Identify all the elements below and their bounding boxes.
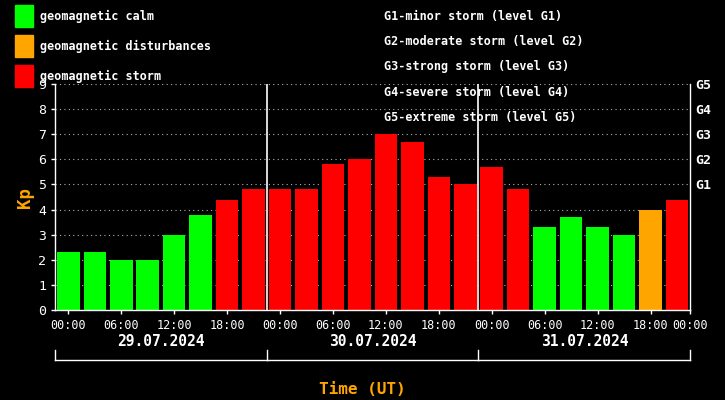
Text: G5-extreme storm (level G5): G5-extreme storm (level G5)	[384, 111, 576, 124]
Text: G1-minor storm (level G1): G1-minor storm (level G1)	[384, 10, 563, 23]
Bar	[136, 260, 159, 310]
Bar	[348, 159, 370, 310]
Text: G4-severe storm (level G4): G4-severe storm (level G4)	[384, 86, 570, 98]
Bar	[401, 142, 423, 310]
Bar	[428, 177, 450, 310]
Bar	[587, 227, 609, 310]
Bar	[269, 190, 291, 310]
Text: 31.07.2024: 31.07.2024	[541, 334, 628, 350]
Bar	[163, 235, 186, 310]
Bar	[639, 210, 662, 310]
Bar	[454, 184, 476, 310]
Bar	[110, 260, 133, 310]
Text: 30.07.2024: 30.07.2024	[329, 334, 416, 350]
Bar	[534, 227, 556, 310]
Bar	[83, 252, 106, 310]
Bar	[375, 134, 397, 310]
Bar	[57, 252, 80, 310]
Bar	[216, 200, 239, 310]
Text: geomagnetic disturbances: geomagnetic disturbances	[40, 40, 211, 52]
Bar	[666, 200, 688, 310]
Y-axis label: Kp: Kp	[16, 186, 34, 208]
Bar	[507, 190, 529, 310]
Bar	[560, 217, 582, 310]
Bar	[189, 214, 212, 310]
Bar	[322, 164, 344, 310]
Bar	[481, 167, 503, 310]
Text: G2-moderate storm (level G2): G2-moderate storm (level G2)	[384, 35, 584, 48]
Bar	[242, 190, 265, 310]
Text: geomagnetic storm: geomagnetic storm	[40, 70, 161, 82]
Bar	[295, 190, 318, 310]
Text: Time (UT): Time (UT)	[319, 382, 406, 398]
Bar	[613, 235, 635, 310]
Text: 29.07.2024: 29.07.2024	[117, 334, 204, 350]
Text: geomagnetic calm: geomagnetic calm	[40, 10, 154, 22]
Text: G3-strong storm (level G3): G3-strong storm (level G3)	[384, 60, 570, 74]
